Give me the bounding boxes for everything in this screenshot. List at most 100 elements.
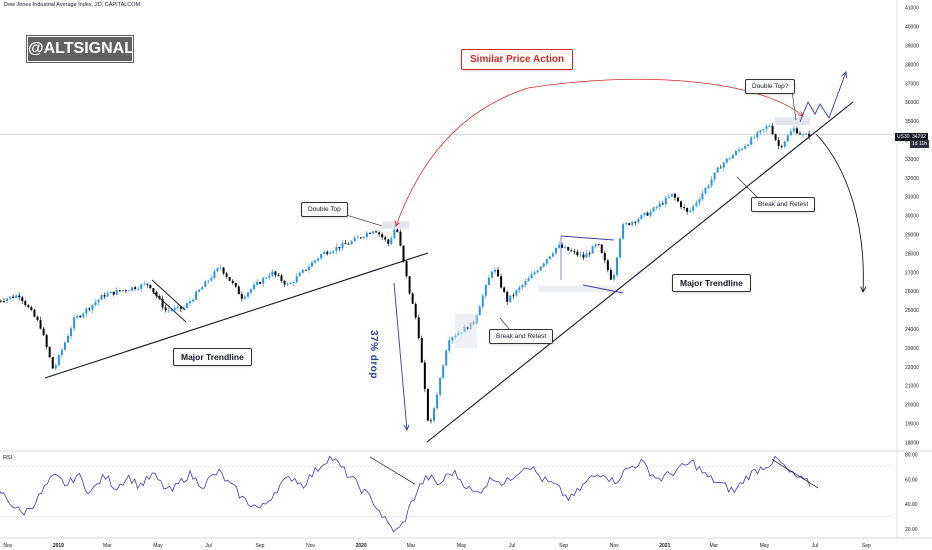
candle-body bbox=[289, 282, 292, 284]
candle-body bbox=[94, 302, 97, 305]
candle-body bbox=[381, 234, 384, 238]
candle-body bbox=[439, 377, 442, 395]
rsi-label: RSI bbox=[3, 455, 13, 461]
candle-body bbox=[667, 196, 670, 198]
candle-body bbox=[155, 291, 158, 297]
major-trendline-2 bbox=[426, 101, 854, 443]
candle-body bbox=[664, 197, 667, 205]
x-tick-label: 2020 bbox=[356, 543, 367, 549]
candle-body bbox=[67, 336, 70, 343]
candle-body bbox=[704, 187, 707, 194]
candle-body bbox=[271, 271, 274, 276]
chart-title: Dow Jones Industrial Average Index, 2D, … bbox=[4, 2, 141, 8]
candle-body bbox=[646, 212, 649, 216]
candle-body bbox=[524, 281, 527, 286]
y-tick-label: 38000 bbox=[905, 62, 919, 68]
candle-body bbox=[725, 158, 728, 163]
candle-body bbox=[350, 241, 353, 245]
candle-body bbox=[30, 307, 33, 311]
candle-body bbox=[326, 251, 329, 254]
candle-body bbox=[600, 244, 603, 253]
y-tick-label: 20000 bbox=[905, 403, 919, 409]
symbol-tag: US30 bbox=[895, 133, 912, 141]
candle-body bbox=[103, 295, 106, 297]
similar-price-action-label: Similar Price Action bbox=[461, 49, 574, 70]
candle-body bbox=[652, 207, 655, 212]
y-tick-label: 25000 bbox=[905, 308, 919, 314]
candle-body bbox=[655, 207, 658, 208]
candle-body bbox=[594, 244, 597, 247]
y-tick-label: 27000 bbox=[905, 270, 919, 276]
y-tick-label: 23000 bbox=[905, 346, 919, 352]
candle-body bbox=[70, 328, 73, 337]
y-tick-label: 19000 bbox=[905, 422, 919, 428]
candle-body bbox=[774, 134, 777, 140]
candle-body bbox=[734, 151, 737, 156]
candle-body bbox=[21, 297, 24, 301]
candle-body bbox=[771, 126, 774, 135]
candle-body bbox=[118, 290, 121, 292]
candle-body bbox=[509, 295, 512, 302]
x-tick-label: May bbox=[457, 543, 467, 549]
candle-body bbox=[533, 272, 536, 275]
candle-body bbox=[179, 306, 182, 309]
x-tick-label: Jul bbox=[509, 543, 515, 549]
break-retest-2-pointer bbox=[736, 176, 759, 199]
x-tick-label: Sep bbox=[256, 543, 265, 549]
candle-body bbox=[567, 247, 570, 251]
candle-body bbox=[161, 298, 164, 308]
candle-body bbox=[649, 211, 652, 216]
candle-body bbox=[527, 278, 530, 282]
candle-body bbox=[530, 274, 533, 279]
candle-body bbox=[91, 304, 94, 310]
candle-body bbox=[741, 148, 744, 150]
candle-body bbox=[759, 130, 762, 133]
bullish-projection-arrow bbox=[799, 72, 846, 123]
y-tick-label: 41000 bbox=[905, 6, 919, 12]
candle-body bbox=[399, 231, 402, 246]
drop-arrow bbox=[393, 282, 407, 430]
x-axis-ticks: Nov 2019 Mar May Jul Sep Nov 2020 Mar May Jul Sep No… bbox=[3, 543, 871, 549]
candle-body bbox=[237, 286, 240, 295]
candle-body bbox=[277, 274, 280, 276]
rsi-divergence-1 bbox=[369, 456, 416, 485]
candle-body bbox=[173, 307, 176, 310]
candle-body bbox=[320, 254, 323, 259]
major-trendline-1 bbox=[44, 252, 429, 379]
x-tick-label: Nov bbox=[3, 543, 12, 549]
candle-body bbox=[545, 259, 548, 264]
retest-zone-1 bbox=[455, 313, 477, 348]
candle-body bbox=[45, 335, 48, 347]
candle-body bbox=[799, 133, 802, 135]
candle-body bbox=[609, 270, 612, 280]
y-tick-label: 30000 bbox=[905, 214, 919, 220]
y-tick-label: 35000 bbox=[905, 119, 919, 125]
candle-body bbox=[268, 275, 271, 278]
candle-body bbox=[728, 158, 731, 160]
x-tick-label: May bbox=[760, 543, 770, 549]
y-tick-label: 26000 bbox=[905, 289, 919, 295]
candle-body bbox=[753, 137, 756, 139]
candle-body bbox=[100, 295, 103, 300]
candle-body bbox=[478, 306, 481, 316]
candle-body bbox=[274, 271, 277, 275]
candle-body bbox=[240, 294, 243, 299]
candle-body bbox=[57, 355, 60, 366]
candle-body bbox=[195, 291, 198, 300]
candle-body bbox=[6, 298, 9, 302]
candle-body bbox=[673, 193, 676, 198]
rsi-ticks: 20.00 40.00 60.00 80.00 bbox=[905, 452, 918, 532]
retest-zone-2 bbox=[538, 285, 618, 293]
candle-body bbox=[402, 245, 405, 262]
candle-body bbox=[234, 283, 237, 287]
rsi-band bbox=[0, 466, 893, 517]
candle-body bbox=[765, 126, 768, 129]
candle-body bbox=[622, 224, 625, 239]
candle-body bbox=[786, 135, 789, 142]
x-tick-label: May bbox=[153, 543, 163, 549]
rsi-tick-label: 80.00 bbox=[905, 452, 918, 458]
candle-body bbox=[375, 231, 378, 233]
candle-body bbox=[201, 286, 204, 290]
candle-body bbox=[51, 357, 54, 369]
